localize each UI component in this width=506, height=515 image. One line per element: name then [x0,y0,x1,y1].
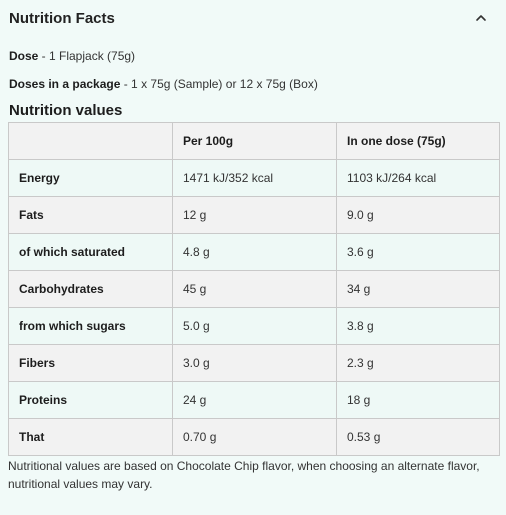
table-header-row: Per 100g In one dose (75g) [8,122,500,160]
table-row: Fibers 3.0 g 2.3 g [8,344,500,382]
row-per-dose: 3.8 g [336,307,500,345]
row-per-100g: 24 g [172,381,337,419]
row-name: from which sugars [8,307,173,345]
table-row: Energy 1471 kJ/352 kcal 1103 kJ/264 kcal [8,159,500,197]
row-per-dose: 9.0 g [336,196,500,234]
row-per-dose: 34 g [336,270,500,308]
row-per-100g: 5.0 g [172,307,337,345]
dose-info: Dose - 1 Flapjack (75g) [9,49,135,63]
nutrition-table: Per 100g In one dose (75g) Energy 1471 k… [8,122,500,456]
table-row: Proteins 24 g 18 g [8,381,500,419]
row-per-100g: 1471 kJ/352 kcal [172,159,337,197]
row-name: Fats [8,196,173,234]
header-cell-per-100g: Per 100g [172,122,337,160]
table-row: That 0.70 g 0.53 g [8,418,500,456]
nutrition-values-title: Nutrition values [9,102,123,119]
row-per-dose: 18 g [336,381,500,419]
chevron-up-icon[interactable] [473,10,489,26]
table-row: Carbohydrates 45 g 34 g [8,270,500,308]
row-per-dose: 3.6 g [336,233,500,271]
table-row: of which saturated 4.8 g 3.6 g [8,233,500,271]
row-name: That [8,418,173,456]
row-per-100g: 3.0 g [172,344,337,382]
nutrition-facts-header[interactable]: Nutrition Facts [9,8,497,30]
row-name: Energy [8,159,173,197]
header-cell-nutrient [8,122,173,160]
row-per-dose: 1103 kJ/264 kcal [336,159,500,197]
nutrition-facts-title: Nutrition Facts [9,10,115,27]
row-name: Fibers [8,344,173,382]
row-per-100g: 4.8 g [172,233,337,271]
row-per-dose: 0.53 g [336,418,500,456]
dose-label: Dose [9,49,39,63]
row-per-100g: 12 g [172,196,337,234]
table-row: Fats 12 g 9.0 g [8,196,500,234]
package-value: - 1 x 75g (Sample) or 12 x 75g (Box) [120,77,318,91]
header-cell-per-dose: In one dose (75g) [336,122,500,160]
table-row: from which sugars 5.0 g 3.8 g [8,307,500,345]
row-per-100g: 45 g [172,270,337,308]
package-info: Doses in a package - 1 x 75g (Sample) or… [9,77,318,91]
row-per-100g: 0.70 g [172,418,337,456]
row-per-dose: 2.3 g [336,344,500,382]
row-name: of which saturated [8,233,173,271]
row-name: Proteins [8,381,173,419]
dose-value: - 1 Flapjack (75g) [38,49,136,63]
package-label: Doses in a package [9,77,121,91]
flavor-disclaimer: Nutritional values are based on Chocolat… [8,459,480,491]
row-name: Carbohydrates [8,270,173,308]
